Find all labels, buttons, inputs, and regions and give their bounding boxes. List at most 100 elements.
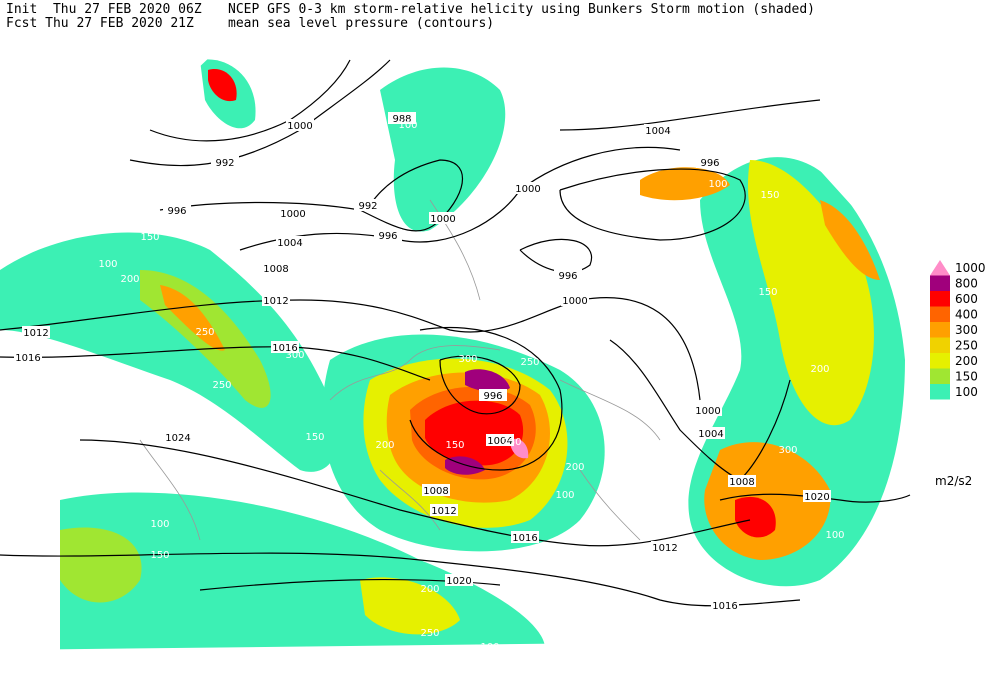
label-bg	[514, 182, 542, 194]
label-bg	[276, 236, 304, 248]
helicity-label: 150	[295, 492, 314, 503]
label-bg	[354, 199, 382, 211]
label-bg	[262, 294, 290, 306]
isobar-label: 1016	[712, 601, 737, 612]
isobar-label: 1004	[487, 436, 512, 447]
helicity-label: 200	[565, 462, 584, 473]
helicity-label: 100	[480, 642, 499, 653]
isobar-label: 1000	[562, 296, 587, 307]
helicity-label: 200	[585, 48, 604, 59]
isobar-label: 1020	[446, 576, 471, 587]
helicity-label: 100	[398, 120, 417, 131]
helicity-label: 250	[740, 120, 759, 131]
label-bg	[430, 504, 458, 516]
isobar-label: 1000	[430, 214, 455, 225]
label-bg	[271, 341, 299, 353]
helicity-label: 200	[120, 274, 139, 285]
helicity-label: 150	[758, 287, 777, 298]
label-bg	[561, 294, 589, 306]
helicity-shading	[0, 59, 905, 650]
isobar-label: 1000	[287, 121, 312, 132]
isobar-label: 1008	[423, 486, 448, 497]
legend-label: 800	[955, 276, 978, 290]
helicity-label: 100	[640, 63, 659, 74]
label-bg	[479, 389, 507, 401]
label-bg	[286, 119, 314, 131]
label-bg	[486, 434, 514, 446]
legend-label: 250	[955, 338, 978, 352]
isobar-label: 996	[378, 231, 397, 242]
legend-swatch	[930, 353, 950, 369]
isobar-label: 1004	[645, 126, 670, 137]
helicity-label: 200	[375, 440, 394, 451]
label-bg	[374, 229, 402, 241]
helicity-label: 150	[252, 452, 271, 463]
helicity-label: 200	[810, 364, 829, 375]
label-bg	[651, 541, 679, 553]
coastlines	[139, 199, 661, 541]
legend-swatch	[930, 337, 950, 353]
isobar-label: 1012	[652, 543, 677, 554]
helicity-label: 250	[520, 357, 539, 368]
legend-label: 100	[955, 385, 978, 399]
helicity-label: 100	[320, 64, 339, 75]
helicity-label: 100	[148, 385, 167, 396]
isobar-label: 996	[483, 391, 502, 402]
isobar-label: 1008	[263, 264, 288, 275]
helicity-label: 100	[150, 519, 169, 530]
legend-swatch	[930, 306, 950, 322]
isobar-label: 1012	[431, 506, 456, 517]
isobar-label: 1000	[280, 209, 305, 220]
isobar-label: 996	[167, 206, 186, 217]
label-bg	[14, 351, 42, 363]
isobar-labels: 1000 992 996 988 992 996 1000 1000 996 1000 1004 99…	[14, 112, 831, 612]
legend-label: 600	[955, 292, 978, 306]
label-bg	[696, 156, 724, 168]
isobar-label: 1012	[23, 328, 48, 339]
isobar-label: 1008	[729, 477, 754, 488]
helicity-label: 300	[778, 445, 797, 456]
label-bg	[711, 599, 739, 611]
isobar-label: 1016	[15, 353, 40, 364]
label-bg	[429, 212, 457, 224]
helicity-label: 100	[708, 179, 727, 190]
legend-label: 200	[955, 354, 978, 368]
isobar-label: 1000	[515, 184, 540, 195]
isobar-label: 992	[215, 158, 234, 169]
label-bg	[728, 475, 756, 487]
isobars	[0, 59, 911, 607]
isobar-label: 1024	[165, 433, 190, 444]
isobar-label: 1004	[277, 238, 302, 249]
legend-swatch	[930, 260, 950, 276]
legend-unit: m2/s2	[935, 474, 972, 488]
isobar-label: 1012	[263, 296, 288, 307]
label-bg	[554, 269, 582, 281]
helicity-label: 250	[502, 437, 521, 448]
label-bg	[697, 427, 725, 439]
helicity-label: 250	[420, 628, 439, 639]
helicity-label: 100	[140, 477, 159, 488]
helicity-label: 150	[305, 432, 324, 443]
helicity-label: 300	[285, 350, 304, 361]
legend-label: 1000	[955, 261, 986, 275]
label-bg	[164, 431, 192, 443]
helicity-label: 100	[555, 490, 574, 501]
legend-label: 400	[955, 307, 978, 321]
label-bg	[163, 204, 191, 216]
isobar-label: 1016	[272, 343, 297, 354]
helicity-label: 100	[825, 530, 844, 541]
label-bg	[644, 124, 672, 136]
label-bg	[694, 404, 722, 416]
legend-label: 150	[955, 369, 978, 383]
isobar-label: 1020	[804, 492, 829, 503]
legend-swatch	[930, 368, 950, 384]
legend-swatch	[930, 322, 950, 338]
helicity-label: 150	[445, 440, 464, 451]
isobar-label: 988	[392, 114, 411, 125]
init-time: Init Thu 27 FEB 2020 06Z	[6, 2, 202, 17]
label-bg	[279, 207, 307, 219]
subtitle: mean sea level pressure (contours)	[228, 16, 494, 31]
label-bg	[22, 326, 50, 338]
